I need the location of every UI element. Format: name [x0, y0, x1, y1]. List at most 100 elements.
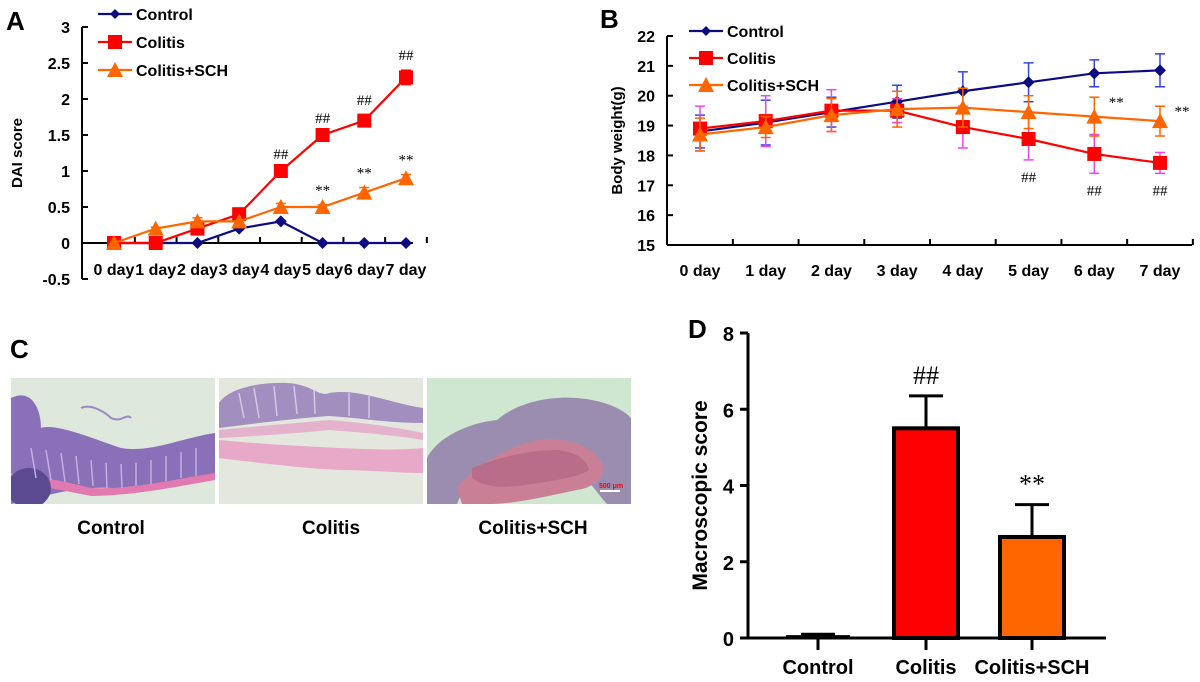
panel-d: D 0 2 4 6 8 Macroscopic score Control Colitis Co…	[688, 314, 1106, 679]
y-tick-label: 15	[637, 238, 655, 255]
x-tick-label: Control	[782, 657, 853, 679]
y-tick-label: 0	[723, 629, 734, 651]
data-point	[398, 170, 414, 186]
legend-label: Colitis	[727, 51, 776, 68]
legend-label: Colitis+SCH	[136, 63, 228, 80]
x-tick-label: 7 day	[386, 262, 427, 279]
x-tick-label: 1 day	[745, 263, 786, 280]
series-colitis-sch: ** **	[692, 87, 1190, 152]
significance-marker: ##	[1021, 170, 1037, 186]
data-point	[273, 164, 288, 178]
significance-marker: **	[357, 166, 372, 182]
legend-label: Colitis	[136, 35, 185, 52]
series-line	[113, 177, 407, 245]
data-point	[358, 237, 371, 249]
panel-b: B 15 16 17 18 19 20 21 22 0 day 1 day 2 day 3 day 4 …	[600, 4, 1194, 280]
significance-marker: **	[1109, 95, 1124, 111]
legend-label: Control	[136, 7, 193, 24]
significance-marker: ##	[315, 111, 331, 127]
data-point	[400, 237, 412, 249]
y-tick-label: 0.5	[48, 200, 70, 217]
data-point	[106, 235, 122, 250]
data-point	[272, 199, 289, 214]
data-point	[1154, 64, 1166, 77]
significance-marker: ##	[913, 361, 939, 390]
legend-marker	[108, 35, 122, 49]
y-tick-label: 19	[637, 119, 655, 136]
significance-marker: ##	[1153, 183, 1169, 199]
x-tick-label: 6 day	[1074, 263, 1115, 280]
x-tick-label: 4 day	[260, 262, 301, 279]
y-tick-label: 16	[637, 208, 655, 225]
significance-marker: ##	[357, 93, 373, 109]
data-point	[399, 70, 413, 85]
histology-label-colitis: Colitis	[301, 518, 361, 539]
data-point	[1088, 67, 1101, 80]
series-line	[699, 106, 1161, 136]
legend-marker	[110, 9, 120, 19]
significance-marker: **	[1175, 104, 1190, 120]
bar-colitis-sch: **	[998, 470, 1066, 640]
data-point	[314, 199, 331, 214]
data-point	[274, 215, 287, 228]
legend-label: Control	[727, 24, 784, 41]
x-tick-label: Colitis	[895, 657, 956, 679]
data-point	[889, 101, 906, 117]
data-point	[148, 236, 163, 250]
panel-a: A -0.5 0 0.5 1 1.5 2 2.5 3 0 day 1 day 2 day 3 day 4…	[6, 6, 428, 289]
y-tick-label: 18	[637, 148, 655, 165]
data-point	[316, 237, 329, 249]
significance-marker: **	[399, 153, 414, 169]
legend-marker	[701, 26, 711, 36]
significance-marker: **	[315, 183, 330, 199]
y-tick-label: 1.5	[48, 128, 70, 145]
data-point	[823, 107, 840, 123]
legend-item: Colitis	[98, 35, 185, 52]
data-point	[191, 237, 204, 249]
significance-marker: ##	[273, 147, 289, 163]
x-tick-label: 3 day	[877, 263, 918, 280]
legend-marker	[107, 62, 123, 77]
x-tick-label: 0 day	[94, 262, 135, 279]
y-tick-label: 0	[61, 236, 70, 253]
x-tick-label: 5 day	[302, 262, 343, 279]
y-tick-label: 22	[637, 29, 655, 46]
legend-marker	[699, 51, 713, 65]
x-tick-label: 6 day	[344, 262, 385, 279]
x-tick-label: 2 day	[811, 263, 852, 280]
data-point	[1087, 146, 1102, 161]
bar-rect	[998, 534, 1066, 640]
bar-rect	[892, 426, 960, 640]
y-tick-label: 20	[637, 89, 655, 106]
x-tick-label: 1 day	[135, 262, 176, 279]
y-axis-label: DAI score	[9, 118, 26, 188]
data-point	[357, 113, 372, 128]
series-line	[699, 109, 1161, 164]
x-tick-label: 3 day	[219, 262, 260, 279]
y-tick-label: 1	[61, 164, 70, 181]
x-tick-label: Colitis+SCH	[974, 657, 1089, 679]
bar-colitis: ##	[892, 361, 960, 640]
scale-bar-label: 500 μm	[599, 483, 623, 490]
y-axis-label: Macroscopic score	[689, 400, 712, 590]
significance-marker: ##	[399, 48, 415, 64]
y-tick-label: 21	[637, 59, 655, 76]
data-point	[757, 119, 774, 135]
x-tick-label: 0 day	[680, 263, 721, 280]
y-tick-label: 4	[723, 477, 735, 499]
legend-item: Colitis	[689, 51, 776, 68]
data-point	[1086, 108, 1103, 124]
significance-marker: **	[1019, 470, 1045, 499]
data-point	[1153, 155, 1167, 170]
data-point	[1021, 132, 1036, 147]
y-tick-label: 3	[61, 20, 70, 37]
panel-b-letter: B	[600, 4, 619, 34]
y-tick-label: 6	[723, 400, 734, 422]
panel-a-letter: A	[6, 6, 25, 36]
data-point	[147, 220, 164, 236]
data-point	[692, 126, 708, 142]
bar-control	[786, 632, 850, 638]
data-point	[189, 213, 206, 229]
x-tick-label: 4 day	[942, 263, 983, 280]
